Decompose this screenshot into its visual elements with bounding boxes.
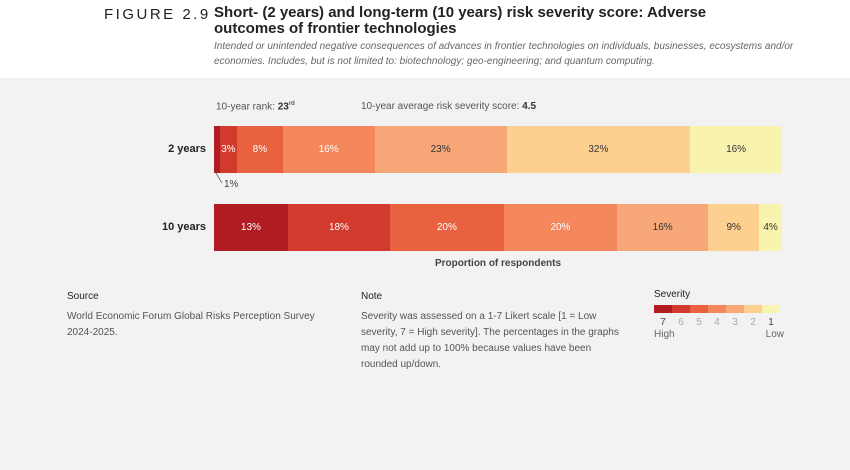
legend-number: 3 — [732, 317, 738, 328]
legend-number: 4 — [714, 317, 720, 328]
header: FIGURE 2.9 Short- (2 years) and long-ter… — [0, 0, 850, 78]
data-label: 16% — [726, 144, 747, 155]
rank-info: 10-year rank: 23rd — [216, 101, 295, 112]
rank-value: 23 — [277, 101, 289, 113]
legend-number: 5 — [696, 317, 702, 328]
severity-legend: Severity 7 6 5 4 3 2 1 High Low — [654, 289, 784, 340]
source: Source World Economic Forum Global Risks … — [67, 289, 327, 341]
legend-number: 2 — [750, 317, 756, 328]
bar-segment-severity-1: 16% — [690, 126, 782, 173]
avg-label: 10-year average risk severity score: — [361, 101, 523, 112]
bar-segment-severity-7: 13% — [214, 204, 288, 251]
source-text: World Economic Forum Global Risks Percep… — [67, 311, 315, 338]
legend-number: 1 — [768, 317, 774, 328]
bar-segment-severity-6: 18% — [287, 204, 391, 251]
callout-line — [215, 173, 223, 184]
legend-swatch — [690, 305, 708, 313]
bar-segment-severity-3: 16% — [617, 204, 709, 251]
bar-segment-severity-3: 23% — [374, 126, 507, 173]
legend-swatch — [672, 305, 690, 313]
legend-swatch — [744, 305, 762, 313]
data-label: 8% — [252, 144, 268, 155]
rank-suffix: rd — [288, 101, 295, 107]
bar-segment-severity-1: 4% — [759, 204, 782, 251]
data-label: 16% — [652, 222, 673, 233]
chart-title: Short- (2 years) and long-term (10 years… — [214, 4, 707, 37]
legend-swatch — [726, 305, 744, 313]
data-label: 32% — [588, 144, 609, 155]
bar-segment-severity-7 — [214, 126, 220, 173]
bar-segment-severity-2: 9% — [708, 204, 760, 251]
note-heading: Note — [361, 291, 383, 302]
bar-10-years: 13% 18% 20% 20% 16% 9% 4% — [214, 204, 782, 251]
avg-score: 10-year average risk severity score: 4.5 — [361, 101, 536, 112]
chart-subtitle: Intended or unintended negative conseque… — [214, 41, 794, 67]
legend-swatch — [654, 305, 672, 313]
legend-number: 7 — [660, 317, 666, 328]
bar-segment-severity-4: 20% — [503, 204, 618, 251]
bar-segment-severity-4: 16% — [282, 126, 375, 173]
figure-label: FIGURE 2.9 — [104, 6, 211, 23]
legend-high: High — [654, 329, 675, 340]
data-label: 9% — [726, 222, 741, 233]
note: Note Severity was assessed on a 1-7 Liker… — [361, 289, 626, 373]
row-label-2-years: 2 years — [168, 143, 206, 155]
bar-segment-severity-5: 8% — [236, 126, 283, 173]
callout-label: 1% — [224, 179, 239, 190]
row-label-10-years: 10 years — [161, 221, 206, 233]
legend-numbers: 7 6 5 4 3 2 1 — [654, 317, 784, 328]
legend-number: 6 — [678, 317, 684, 328]
data-label: 13% — [240, 222, 261, 233]
legend-title: Severity — [654, 289, 691, 300]
x-axis-label: Proportion of respondents — [434, 258, 562, 269]
avg-value: 4.5 — [522, 101, 537, 112]
rank-label: 10-year rank: — [216, 101, 278, 113]
data-label: 20% — [436, 222, 457, 233]
data-label: 3% — [221, 144, 236, 155]
data-label: 20% — [550, 222, 571, 233]
source-heading: Source — [67, 291, 99, 302]
bar-segment-severity-6: 3% — [219, 126, 237, 173]
bar-2-years: 3% 8% 16% 23% 32% 16% — [214, 126, 782, 173]
bar-segment-severity-2: 32% — [506, 126, 691, 173]
data-label: 16% — [318, 144, 339, 155]
legend-swatch — [762, 305, 780, 313]
bar-segment-severity-5: 20% — [390, 204, 504, 251]
data-label: 4% — [763, 222, 778, 233]
data-label: 18% — [328, 222, 349, 233]
legend-swatch — [708, 305, 726, 313]
legend-low: Low — [765, 329, 784, 340]
data-label: 23% — [430, 144, 451, 155]
legend-swatches — [654, 305, 784, 313]
note-text: Severity was assessed on a 1-7 Likert sc… — [361, 311, 619, 370]
